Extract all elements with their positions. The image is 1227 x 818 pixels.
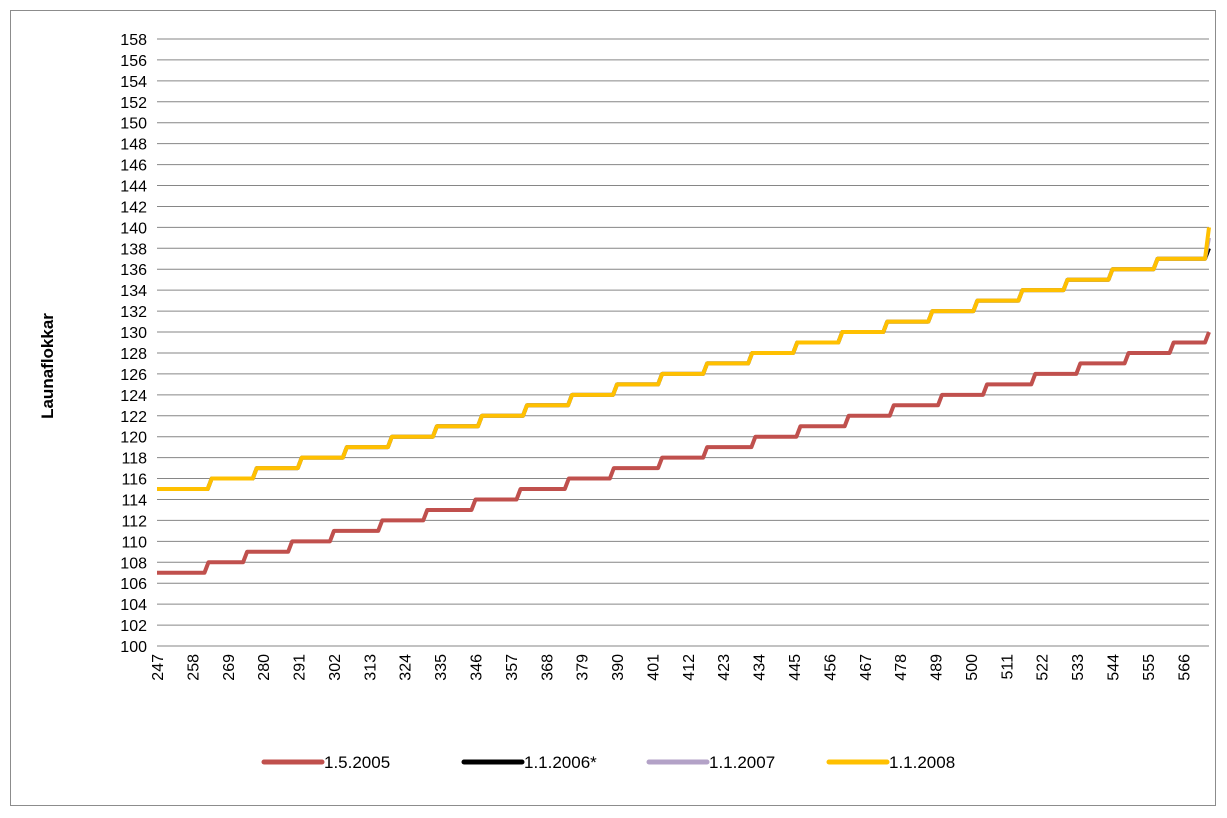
- x-tick-label: 401: [645, 654, 662, 681]
- x-tick-label: 478: [893, 654, 910, 681]
- y-tick-label: 140: [120, 220, 147, 237]
- x-tick-label: 500: [964, 654, 981, 681]
- x-tick-label: 324: [398, 654, 415, 681]
- series-line-0: [157, 331, 1211, 575]
- x-tick-label: 390: [610, 654, 627, 681]
- legend-label: 1.1.2008: [889, 753, 955, 772]
- x-tick-label: 313: [362, 654, 379, 681]
- y-tick-label: 144: [120, 179, 147, 196]
- x-tick-label: 533: [1070, 654, 1087, 681]
- legend-label: 1.5.2005: [324, 753, 390, 772]
- y-tick-label: 108: [120, 555, 147, 572]
- y-tick-label: 116: [121, 472, 147, 489]
- x-tick-label: 423: [716, 654, 733, 681]
- y-tick-label: 154: [120, 74, 147, 91]
- x-tick-label: 511: [999, 654, 1016, 680]
- series-line-1: [157, 247, 1211, 492]
- y-tick-label: 102: [120, 618, 147, 635]
- y-tick-label: 110: [121, 534, 147, 551]
- y-tick-label: 132: [120, 304, 147, 321]
- x-tick-label: 269: [221, 654, 238, 681]
- y-tick-label: 118: [121, 451, 147, 468]
- y-tick-label: 128: [120, 346, 147, 363]
- gridlines: [157, 38, 1209, 647]
- legend-label: 1.1.2007: [709, 753, 775, 772]
- y-tick-label: 146: [120, 158, 147, 175]
- y-tick-label: 138: [120, 241, 147, 258]
- y-tick-label: 156: [120, 53, 147, 70]
- x-tick-label: 434: [752, 654, 769, 681]
- x-tick-label: 258: [185, 654, 202, 681]
- y-tick-label: 136: [120, 262, 147, 279]
- x-tick-label: 544: [1105, 654, 1122, 681]
- y-tick-label: 150: [120, 116, 147, 133]
- series-lines: [157, 227, 1211, 575]
- series-line-3: [157, 227, 1211, 492]
- x-tick-label: 555: [1141, 654, 1158, 681]
- series-line-2: [157, 237, 1211, 492]
- y-axis-label: Launaflokkar: [38, 313, 57, 419]
- y-tick-label: 134: [120, 283, 147, 300]
- y-tick-label: 142: [120, 199, 147, 216]
- x-tick-label: 357: [504, 654, 521, 681]
- y-tick-label: 112: [121, 513, 147, 530]
- x-tick-label: 456: [822, 654, 839, 681]
- legend-label: 1.1.2006*: [524, 753, 597, 772]
- y-tick-label: 124: [120, 388, 147, 405]
- y-tick-label: 100: [120, 639, 147, 656]
- y-tick-label: 122: [120, 409, 147, 426]
- x-tick-label: 489: [929, 654, 946, 681]
- y-tick-label: 152: [120, 95, 147, 112]
- x-tick-label: 247: [150, 654, 167, 681]
- legend: 1.5.2005 1.1.2006* 1.1.2007 1.1.2008: [261, 753, 955, 772]
- x-tick-label: 445: [787, 654, 804, 681]
- x-tick-label: 335: [433, 654, 450, 681]
- y-tick-label: 126: [120, 367, 147, 384]
- x-tick-label: 291: [292, 654, 309, 681]
- y-axis-ticks: 100 102 104 106 108 110 112 114 116 118 120 122 124 1…: [120, 32, 147, 656]
- line-chart: 100 102 104 106 108 110 112 114 116 118 120 122 124 1…: [38, 32, 1211, 772]
- x-tick-label: 412: [681, 654, 698, 681]
- y-tick-label: 130: [120, 325, 147, 342]
- chart-frame: 100 102 104 106 108 110 112 114 116 118 120 122 124 1…: [10, 10, 1216, 806]
- y-tick-label: 114: [121, 492, 147, 509]
- x-tick-label: 566: [1176, 654, 1193, 681]
- y-tick-label: 106: [120, 576, 147, 593]
- x-tick-label: 302: [327, 654, 344, 681]
- x-tick-label: 368: [539, 654, 556, 681]
- y-tick-label: 148: [120, 137, 147, 154]
- y-tick-label: 158: [120, 32, 147, 49]
- x-tick-label: 467: [858, 654, 875, 681]
- y-tick-label: 104: [120, 597, 147, 614]
- x-tick-label: 280: [256, 654, 273, 681]
- x-tick-label: 346: [468, 654, 485, 681]
- y-tick-label: 120: [120, 430, 147, 447]
- x-tick-label: 522: [1035, 654, 1052, 681]
- x-tick-label: 379: [575, 654, 592, 681]
- x-axis-ticks: 247 258 269 280 291 302 313 324 335 346 357 368 379 3…: [150, 654, 1193, 681]
